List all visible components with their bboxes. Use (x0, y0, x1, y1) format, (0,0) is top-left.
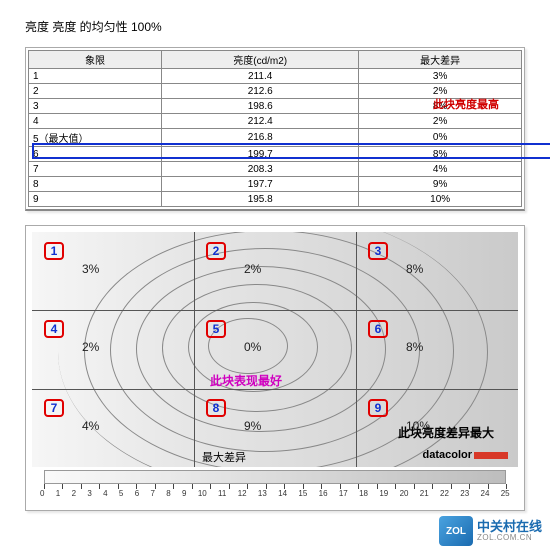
cell-diff: 10% (359, 192, 522, 207)
cell-q: 5（最大值） (29, 129, 162, 147)
cell-lum: 212.4 (162, 114, 359, 129)
highlight-label: 此块亮度最高 (433, 96, 499, 112)
table-row: 8197.79% (29, 177, 522, 192)
cell-q: 4 (29, 114, 162, 129)
cell-diff: 0% (359, 129, 522, 147)
zone-number: 4 (44, 320, 64, 338)
cell-lum: 211.4 (162, 69, 359, 84)
table-row: 4212.42% (29, 114, 522, 129)
gradient-scale: 0123456789101112131415161718192021222324… (32, 470, 518, 504)
col-maxdiff: 最大差异 (359, 51, 522, 69)
center-best-label: 此块表现最好 (210, 372, 282, 389)
cell-lum: 195.8 (162, 192, 359, 207)
luminance-table: 象限 亮度(cd/m2) 最大差异 1211.43%2212.62%3198.6… (28, 50, 522, 207)
zol-en: ZOL.COM.CN (477, 534, 542, 542)
cell-q: 2 (29, 84, 162, 99)
table-row: 5（最大值）216.80% (29, 129, 522, 147)
brand-label: datacolor (422, 449, 508, 461)
table-row: 1211.43% (29, 69, 522, 84)
cell-diff: 2% (359, 114, 522, 129)
page-title: 亮度 亮度 的均匀性 100% (25, 18, 525, 35)
cell-q: 7 (29, 162, 162, 177)
cell-diff: 4% (359, 162, 522, 177)
cell-lum: 197.7 (162, 177, 359, 192)
cell-lum: 208.3 (162, 162, 359, 177)
zone-number: 6 (368, 320, 388, 338)
zone-number: 8 (206, 399, 226, 417)
zone-pct: 0% (244, 340, 261, 354)
col-luminance: 亮度(cd/m2) (162, 51, 359, 69)
cell-lum: 212.6 (162, 84, 359, 99)
zone-pct: 2% (244, 262, 261, 276)
table-row: 6199.78% (29, 147, 522, 162)
table-row: 9195.810% (29, 192, 522, 207)
cell-q: 3 (29, 99, 162, 114)
cell-q: 9 (29, 192, 162, 207)
luminance-table-wrap: 象限 亮度(cd/m2) 最大差异 1211.43%2212.62%3198.6… (25, 47, 525, 211)
cell-q: 6 (29, 147, 162, 162)
zol-cn: 中关村在线 (477, 520, 542, 534)
cell-q: 1 (29, 69, 162, 84)
zone-number: 3 (368, 242, 388, 260)
cell-lum: 199.7 (162, 147, 359, 162)
cell-lum: 198.6 (162, 99, 359, 114)
zone-number: 7 (44, 399, 64, 417)
zone-pct: 9% (244, 419, 261, 433)
zone-pct: 3% (82, 262, 99, 276)
cell-diff: 3% (359, 69, 522, 84)
zone-pct: 2% (82, 340, 99, 354)
diagram-wrap: 此块表现最好 此块亮度差异最大 最大差异 datacolor 13%22%38%… (25, 225, 525, 511)
zone-pct: 8% (406, 262, 423, 276)
cell-diff: 9% (359, 177, 522, 192)
contour-title: 最大差异 (202, 449, 246, 465)
zone-number: 2 (206, 242, 226, 260)
col-quadrant: 象限 (29, 51, 162, 69)
cell-q: 8 (29, 177, 162, 192)
zol-watermark: ZOL 中关村在线 ZOL.COM.CN (439, 516, 542, 546)
cell-lum: 216.8 (162, 129, 359, 147)
table-row: 7208.34% (29, 162, 522, 177)
uniformity-diagram: 此块表现最好 此块亮度差异最大 最大差异 datacolor 13%22%38%… (32, 232, 518, 467)
zone-number: 1 (44, 242, 64, 260)
zone-pct: 10% (406, 419, 430, 433)
zone-pct: 8% (406, 340, 423, 354)
zol-badge: ZOL (439, 516, 473, 546)
zone-number: 5 (206, 320, 226, 338)
zone-pct: 4% (82, 419, 99, 433)
zone-number: 9 (368, 399, 388, 417)
cell-diff: 8% (359, 147, 522, 162)
